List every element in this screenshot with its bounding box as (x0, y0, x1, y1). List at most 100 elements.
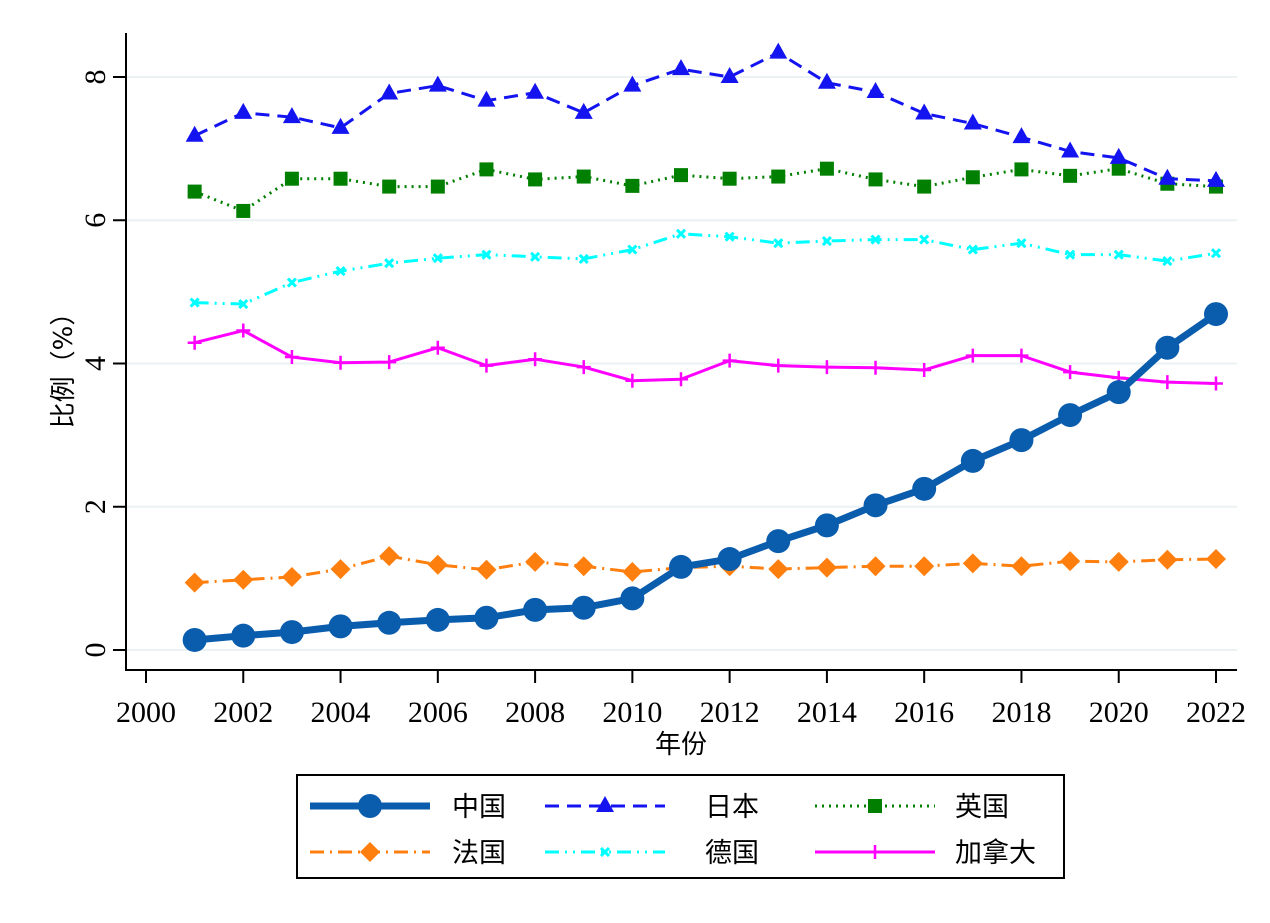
data-point (865, 556, 886, 577)
data-point (1016, 238, 1027, 249)
data-point (1162, 256, 1173, 267)
y-axis-title: 比例（%） (49, 300, 79, 429)
y-tick-label: 0 (79, 643, 112, 658)
data-point (281, 566, 302, 587)
data-point (330, 559, 351, 580)
legend-item: 德国 (545, 838, 759, 869)
data-point (1058, 403, 1083, 428)
data-point (479, 358, 494, 373)
data-point (379, 546, 400, 567)
data-point (914, 556, 935, 577)
x-tick-label: 2018 (991, 696, 1051, 729)
data-point (962, 553, 983, 574)
square-marker (868, 799, 882, 813)
data-point (231, 623, 256, 648)
data-point (1207, 170, 1225, 187)
x-tick-label: 2020 (1089, 696, 1149, 729)
data-point (428, 75, 447, 92)
data-point (963, 113, 982, 130)
data-point (427, 554, 448, 575)
data-point (819, 161, 834, 176)
y-tick-label: 2 (79, 499, 112, 514)
data-point (771, 358, 786, 373)
x-ticks: 2000 2002 2004 2006 2008 2010 2012 2014 2016 2018… (116, 670, 1246, 729)
series-line (194, 167, 1217, 213)
data-point (425, 607, 450, 632)
data-point (185, 125, 204, 142)
data-point (1065, 249, 1076, 260)
data-point (382, 179, 397, 194)
data-point (382, 355, 397, 370)
series-line (193, 51, 1217, 183)
data-point (1113, 249, 1124, 260)
data-point (479, 162, 494, 177)
data-point (1160, 375, 1175, 390)
legend-label: 德国 (705, 838, 759, 869)
data-point (528, 352, 543, 367)
data-point (236, 203, 251, 218)
series-line (194, 232, 1217, 306)
legend-label: 中国 (452, 792, 506, 823)
data-point (526, 82, 545, 99)
y-tick-label: 8 (79, 70, 112, 85)
x-tick-label: 2016 (894, 696, 954, 729)
data-point (1063, 168, 1078, 183)
data-point (233, 569, 254, 590)
circle-marker (358, 794, 382, 818)
x-tick-label: 2004 (311, 696, 371, 729)
series-line (194, 311, 1218, 644)
data-point (335, 266, 346, 277)
data-point (380, 83, 399, 100)
data-point (432, 253, 443, 264)
data-point (868, 172, 883, 187)
series-3 (184, 546, 1226, 593)
data-point (717, 547, 742, 572)
data-point (674, 168, 688, 183)
data-point (625, 178, 640, 193)
data-point (1063, 365, 1078, 380)
data-point (919, 234, 930, 245)
series-0 (182, 302, 1228, 652)
x-tick-label: 2008 (505, 696, 565, 729)
data-point (773, 238, 784, 249)
x-tick-label: 2000 (116, 696, 176, 729)
data-point (1108, 551, 1129, 572)
data-point (1209, 376, 1223, 391)
x-tick-label: 2010 (602, 696, 662, 729)
data-point (868, 360, 883, 375)
data-point (182, 627, 207, 652)
series-1 (185, 42, 1225, 187)
data-point (821, 235, 832, 247)
data-point (623, 75, 642, 92)
x-tick-label: 2022 (1186, 696, 1246, 729)
legend-item: 英国 (815, 792, 1009, 823)
data-point (814, 513, 839, 538)
data-point (912, 476, 937, 501)
data-point (523, 597, 548, 622)
data-point (530, 251, 541, 262)
y-ticks: 0 2 4 6 8 (79, 70, 126, 658)
data-point (766, 529, 791, 554)
data-point (870, 234, 881, 245)
data-point (430, 179, 445, 194)
data-point (571, 595, 596, 620)
data-point (1009, 428, 1034, 453)
data-point (819, 360, 834, 375)
data-point (863, 493, 888, 518)
plus-marker (868, 845, 882, 859)
x-marker (599, 846, 611, 858)
data-point (1109, 147, 1128, 164)
legend-label: 加拿大 (955, 838, 1036, 869)
legend-label: 英国 (955, 792, 1009, 823)
data-point (672, 59, 690, 76)
data-point (1210, 248, 1222, 259)
data-point (234, 102, 253, 119)
y-tick-label: 4 (79, 356, 112, 371)
data-point (476, 559, 497, 580)
data-point (627, 244, 638, 255)
data-point (1060, 551, 1081, 572)
data-point (430, 340, 445, 355)
data-point (1111, 161, 1126, 176)
data-point (866, 82, 885, 99)
series-line (194, 329, 1217, 386)
